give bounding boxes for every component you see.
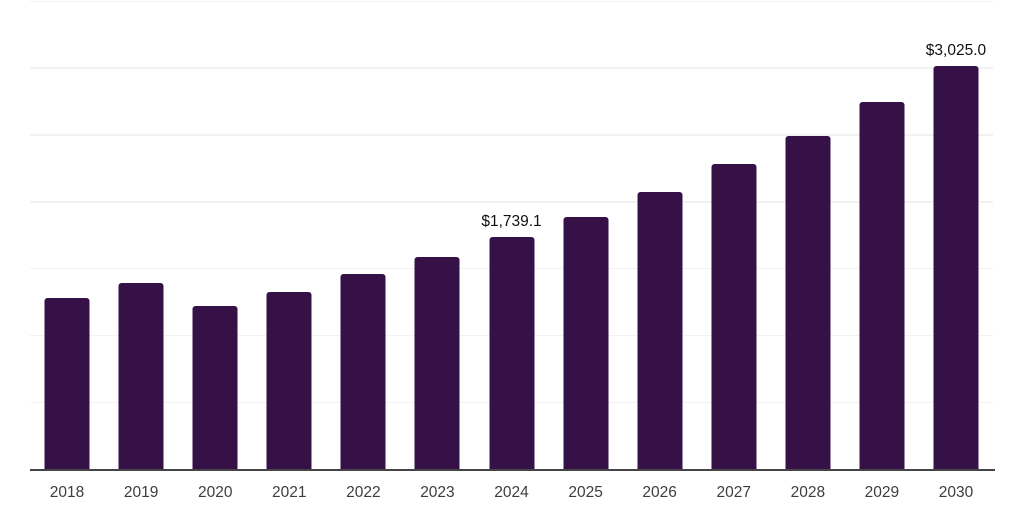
bar-slot-2030: $3,025.0 xyxy=(919,2,993,470)
x-tick-label-2019: 2019 xyxy=(123,484,159,501)
bar-2022[interactable] xyxy=(340,274,386,470)
bar-slot-2026 xyxy=(623,2,697,470)
bar-slot-2024: $1,739.1 xyxy=(474,2,548,470)
bar-slot-2020 xyxy=(178,2,252,470)
x-tick-label-2020: 2020 xyxy=(197,484,233,501)
plot-area: $1,739.1 $3,025.0 xyxy=(30,0,993,470)
bar-slot-2028 xyxy=(771,2,845,470)
bar-2026[interactable] xyxy=(637,191,683,470)
x-tick-label-2025: 2025 xyxy=(568,484,603,501)
x-tick-label-2029: 2029 xyxy=(864,484,900,501)
bar-2028[interactable] xyxy=(785,136,831,470)
x-axis-tick-labels: 2018 2019 2020 2021 2022 2023 2024 2025 2026 2027… xyxy=(30,484,993,502)
bar-2023[interactable] xyxy=(414,256,460,470)
bar-2029[interactable] xyxy=(859,101,905,470)
gridline-2500 xyxy=(30,134,993,136)
bar-2025[interactable] xyxy=(563,217,609,470)
bar-2020[interactable] xyxy=(192,305,238,470)
bar-slot-2029 xyxy=(845,2,919,470)
bar-2024[interactable] xyxy=(489,237,534,470)
bar-slot-2022 xyxy=(326,2,400,470)
bar-2018[interactable] xyxy=(44,298,90,470)
bar-slot-2025 xyxy=(549,2,623,470)
x-tick-label-2028: 2028 xyxy=(790,484,826,501)
bar-2019[interactable] xyxy=(118,283,164,470)
gridline-2000 xyxy=(30,201,993,203)
bar-slot-2021 xyxy=(252,2,326,470)
value-label-2024: $1,739.1 xyxy=(481,213,542,231)
x-tick-label-2018: 2018 xyxy=(49,484,85,501)
bar-slot-2027 xyxy=(697,2,771,470)
x-tick-label-2027: 2027 xyxy=(716,484,751,501)
gridline-3500 xyxy=(30,0,993,2)
bar-slot-2023 xyxy=(400,2,474,470)
bar-2021[interactable] xyxy=(266,291,312,470)
x-tick-label-2021: 2021 xyxy=(272,484,307,501)
bar-slot-2018 xyxy=(30,2,104,470)
bar-slot-2019 xyxy=(104,2,178,470)
bars-row: $1,739.1 $3,025.0 xyxy=(30,2,993,470)
x-tick-label-2024: 2024 xyxy=(494,484,529,501)
bar-2027[interactable] xyxy=(711,164,757,470)
x-tick-label-2022: 2022 xyxy=(346,484,381,501)
bar-2030[interactable] xyxy=(933,65,979,470)
gridline-3000 xyxy=(30,67,993,69)
value-label-2030: $3,025.0 xyxy=(925,41,987,59)
x-axis-line xyxy=(30,469,995,471)
x-tick-label-2026: 2026 xyxy=(642,484,677,501)
x-tick-label-2030: 2030 xyxy=(938,484,974,501)
x-tick-label-2023: 2023 xyxy=(420,484,455,501)
